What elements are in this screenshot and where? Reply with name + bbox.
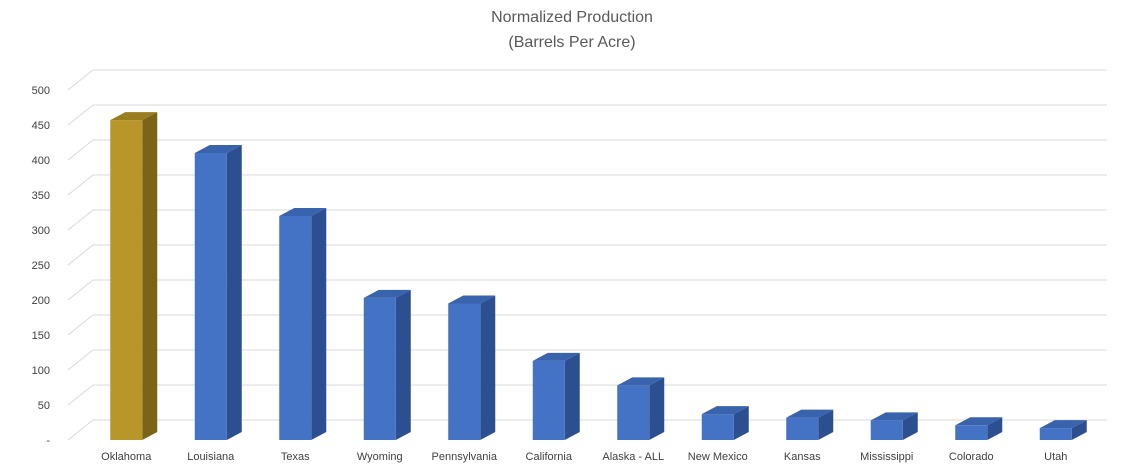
x-axis-labels: Oklahoma Louisiana Texas Wyoming Pennsylvani… xyxy=(101,451,1067,463)
y-axis-ticks: 500 450 400 350 300 250 200 150 100 50 - xyxy=(32,85,51,447)
bar-top xyxy=(279,208,327,216)
bar-front xyxy=(617,385,650,440)
bar-pennsylvania xyxy=(448,295,496,440)
gridline xyxy=(67,349,1107,371)
bar-front xyxy=(448,303,481,440)
y-tick-label: 450 xyxy=(32,120,50,132)
bar-side xyxy=(649,377,665,440)
bar-front xyxy=(110,120,143,440)
bar-front xyxy=(194,153,227,440)
bar-front xyxy=(701,414,734,440)
bar-alaska-all xyxy=(617,377,665,440)
y-tick-label: 400 xyxy=(32,155,50,167)
gridline xyxy=(67,279,1107,301)
chart-title: Normalized Production xyxy=(491,9,653,26)
x-tick-label: New Mexico xyxy=(688,451,748,463)
y-tick-label: 150 xyxy=(32,330,50,342)
bar-side xyxy=(902,412,918,440)
bar-top xyxy=(110,112,158,121)
bar-front xyxy=(532,360,565,440)
bar-front xyxy=(363,297,396,440)
chart-subtitle: (Barrels Per Acre) xyxy=(508,34,635,51)
x-tick-label: Pennsylvania xyxy=(432,451,498,463)
y-tick-label: 100 xyxy=(32,365,50,377)
bar-front xyxy=(870,420,903,440)
bar-kansas xyxy=(786,409,834,440)
bar-side xyxy=(733,406,749,440)
gridline xyxy=(67,174,1107,196)
gridline xyxy=(67,384,1107,406)
bar-side xyxy=(564,352,580,440)
x-tick-label: Kansas xyxy=(784,451,821,463)
bar-top xyxy=(617,377,665,386)
x-tick-label: Texas xyxy=(281,451,310,463)
bar-top xyxy=(955,417,1003,426)
bar-side xyxy=(987,417,1003,440)
bar-top xyxy=(194,145,242,153)
bar-front xyxy=(786,417,819,440)
gridline xyxy=(67,209,1107,231)
bar-oklahoma xyxy=(110,112,158,440)
bar-louisiana xyxy=(194,145,242,440)
bar-top xyxy=(363,289,411,298)
x-tick-label: Alaska - ALL xyxy=(602,451,664,463)
gridlines xyxy=(67,69,1107,441)
bar-side xyxy=(142,112,158,440)
bar-wyoming xyxy=(363,289,411,440)
bar-texas xyxy=(279,208,327,440)
y-tick-label: 250 xyxy=(32,260,50,272)
x-tick-label: Colorado xyxy=(949,451,994,463)
bar-side xyxy=(311,208,327,440)
x-tick-label: California xyxy=(526,451,573,463)
bar-california xyxy=(532,352,580,440)
x-tick-label: Oklahoma xyxy=(101,451,152,463)
bar-side xyxy=(395,289,411,440)
bars xyxy=(110,112,1087,440)
y-tick-label: 50 xyxy=(38,400,50,412)
gridline xyxy=(67,139,1107,161)
bar-front xyxy=(1039,428,1072,440)
bar-front xyxy=(955,425,988,440)
bar-top xyxy=(786,409,834,418)
bar-top xyxy=(1039,420,1087,429)
bar-front xyxy=(279,216,312,440)
bar-top xyxy=(532,352,580,361)
bar-side xyxy=(480,295,496,440)
bar-colorado xyxy=(955,417,1003,440)
bar-side xyxy=(818,409,834,440)
y-tick-label: 350 xyxy=(32,190,50,202)
bar-side xyxy=(1071,420,1087,440)
y-tick-label: 200 xyxy=(32,295,50,307)
y-tick-label: 300 xyxy=(32,225,50,237)
x-tick-label: Utah xyxy=(1044,451,1067,463)
x-tick-label: Mississippi xyxy=(860,451,913,463)
gridline xyxy=(67,69,1107,91)
x-tick-label: Wyoming xyxy=(357,451,403,463)
bar-utah xyxy=(1039,420,1087,440)
gridline xyxy=(67,314,1107,336)
bar-top xyxy=(448,295,496,304)
y-tick-label: - xyxy=(46,435,50,447)
bar-top xyxy=(701,406,749,415)
y-tick-label: 500 xyxy=(32,85,50,97)
gridline xyxy=(67,244,1107,266)
bar-new-mexico xyxy=(701,406,749,440)
gridline xyxy=(67,419,1107,441)
x-tick-label: Louisiana xyxy=(187,451,235,463)
bar-top xyxy=(870,412,918,421)
gridline xyxy=(67,104,1107,126)
bar-side xyxy=(226,145,242,440)
bar-mississippi xyxy=(870,412,918,440)
